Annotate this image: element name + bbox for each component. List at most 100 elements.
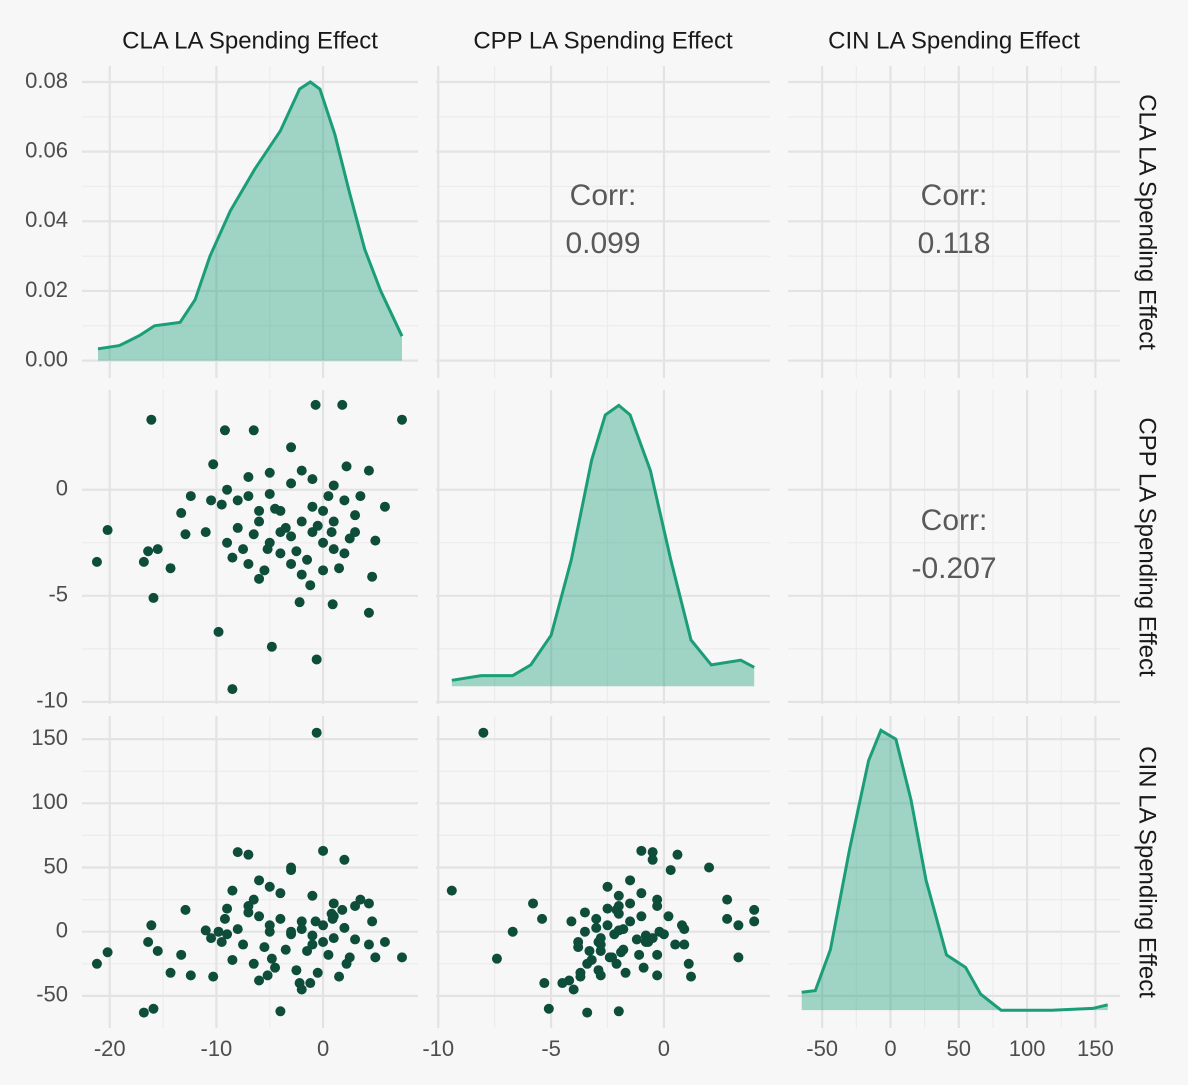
scatter-point [652, 949, 663, 960]
scatter-point [312, 520, 323, 531]
scatter-point [397, 414, 407, 425]
scatter-point [102, 947, 113, 958]
scatter-point [185, 970, 196, 981]
row-strip: CIN LA Spending Effect [1134, 746, 1161, 998]
scatter-point [397, 952, 407, 963]
scatter-point [254, 505, 265, 516]
scatter-point [286, 558, 297, 569]
scatter-point [328, 516, 339, 527]
scatter-point [232, 522, 243, 533]
y-tick-label: 0 [56, 918, 68, 943]
scatter-point [602, 903, 613, 914]
x-tick-label: 50 [947, 1036, 971, 1061]
scatter-point [647, 847, 658, 858]
scatter-point [213, 926, 224, 937]
scatter-point [568, 984, 579, 995]
scatter-point [222, 484, 233, 495]
scatter-point [280, 944, 291, 955]
scatter-point [243, 558, 254, 569]
scatter-point [704, 862, 715, 873]
scatter-point [266, 641, 277, 652]
x-tick-label: -20 [94, 1036, 126, 1061]
scatter-point [185, 491, 196, 502]
corr-value: -0.207 [911, 552, 996, 585]
scatter-point [613, 1006, 624, 1017]
scatter-point [318, 920, 329, 931]
scatter-point [595, 970, 606, 981]
scatter-point [286, 926, 297, 937]
scatter-point [232, 495, 243, 506]
x-tick-label: -10 [422, 1036, 454, 1061]
scatter-point [311, 727, 322, 738]
scatter-point [222, 929, 233, 940]
scatter-point [165, 967, 176, 978]
scatter-point [625, 916, 636, 927]
scatter-point [355, 491, 366, 502]
scatter-point [363, 607, 374, 618]
scatter-point [222, 903, 233, 914]
scatter-point [722, 913, 733, 924]
scatter-point [227, 954, 238, 965]
scatter-point [733, 920, 744, 931]
x-tick-label: 0 [884, 1036, 896, 1061]
scatter-point [238, 939, 249, 950]
density-line [451, 403, 755, 682]
x-tick-label: 0 [658, 1036, 670, 1061]
scatter-point [146, 920, 157, 931]
scatter-point [636, 845, 647, 856]
scatter-point [326, 908, 337, 919]
scatter-point [307, 501, 318, 512]
y-tick-label: 0.08 [25, 68, 68, 93]
scatter-point [146, 414, 157, 425]
scatter-point [213, 626, 224, 637]
scatter-point [248, 425, 259, 436]
scatter-point [254, 875, 265, 886]
y-tick-label: -50 [36, 982, 68, 1007]
scatter-point [367, 571, 378, 582]
scatter-point [138, 1007, 149, 1018]
scatter-point [478, 727, 489, 738]
scatter-point [341, 461, 352, 472]
scatter-point [254, 975, 265, 986]
scatter-point [579, 907, 590, 918]
scatter-point [620, 967, 631, 978]
corr-value: 0.118 [918, 227, 991, 260]
scatter-point [679, 939, 690, 950]
scatter-point [227, 684, 238, 695]
scatter-point [370, 952, 381, 963]
scatter-point [625, 875, 636, 886]
scatter-point [613, 908, 624, 919]
scatter-point [227, 885, 238, 896]
scatter-point [259, 565, 270, 576]
scatter-point [248, 529, 259, 540]
y-tick-label: 0.00 [25, 346, 68, 371]
scatter-point [243, 471, 254, 482]
scatter-point [507, 926, 518, 937]
scatter-point [611, 958, 622, 969]
scatter-point [206, 933, 217, 944]
scatter-point [722, 894, 733, 905]
scatter-point [143, 546, 154, 557]
scatter-point [591, 922, 602, 933]
scatter-point [248, 958, 259, 969]
scatter-point [254, 516, 265, 527]
x-tick-label: -10 [201, 1036, 233, 1061]
density-area [801, 730, 1108, 1011]
x-tick-label: -5 [541, 1036, 561, 1061]
scatter-point [337, 904, 348, 915]
scatter-point [370, 535, 381, 546]
scatter-point [318, 845, 329, 856]
scatter-point [566, 916, 577, 927]
scatter-point [582, 1007, 593, 1018]
row-strip: CPP LA Spending Effect [1134, 417, 1161, 677]
scatter-point [148, 592, 159, 603]
scatter-point [652, 894, 663, 905]
scatter-point [138, 556, 149, 567]
scatter-point [143, 936, 154, 947]
scatter-point [296, 984, 307, 995]
scatter-point [259, 942, 270, 953]
scatter-point [537, 913, 548, 924]
scatter-point [216, 936, 227, 947]
scatter-point [363, 898, 374, 909]
